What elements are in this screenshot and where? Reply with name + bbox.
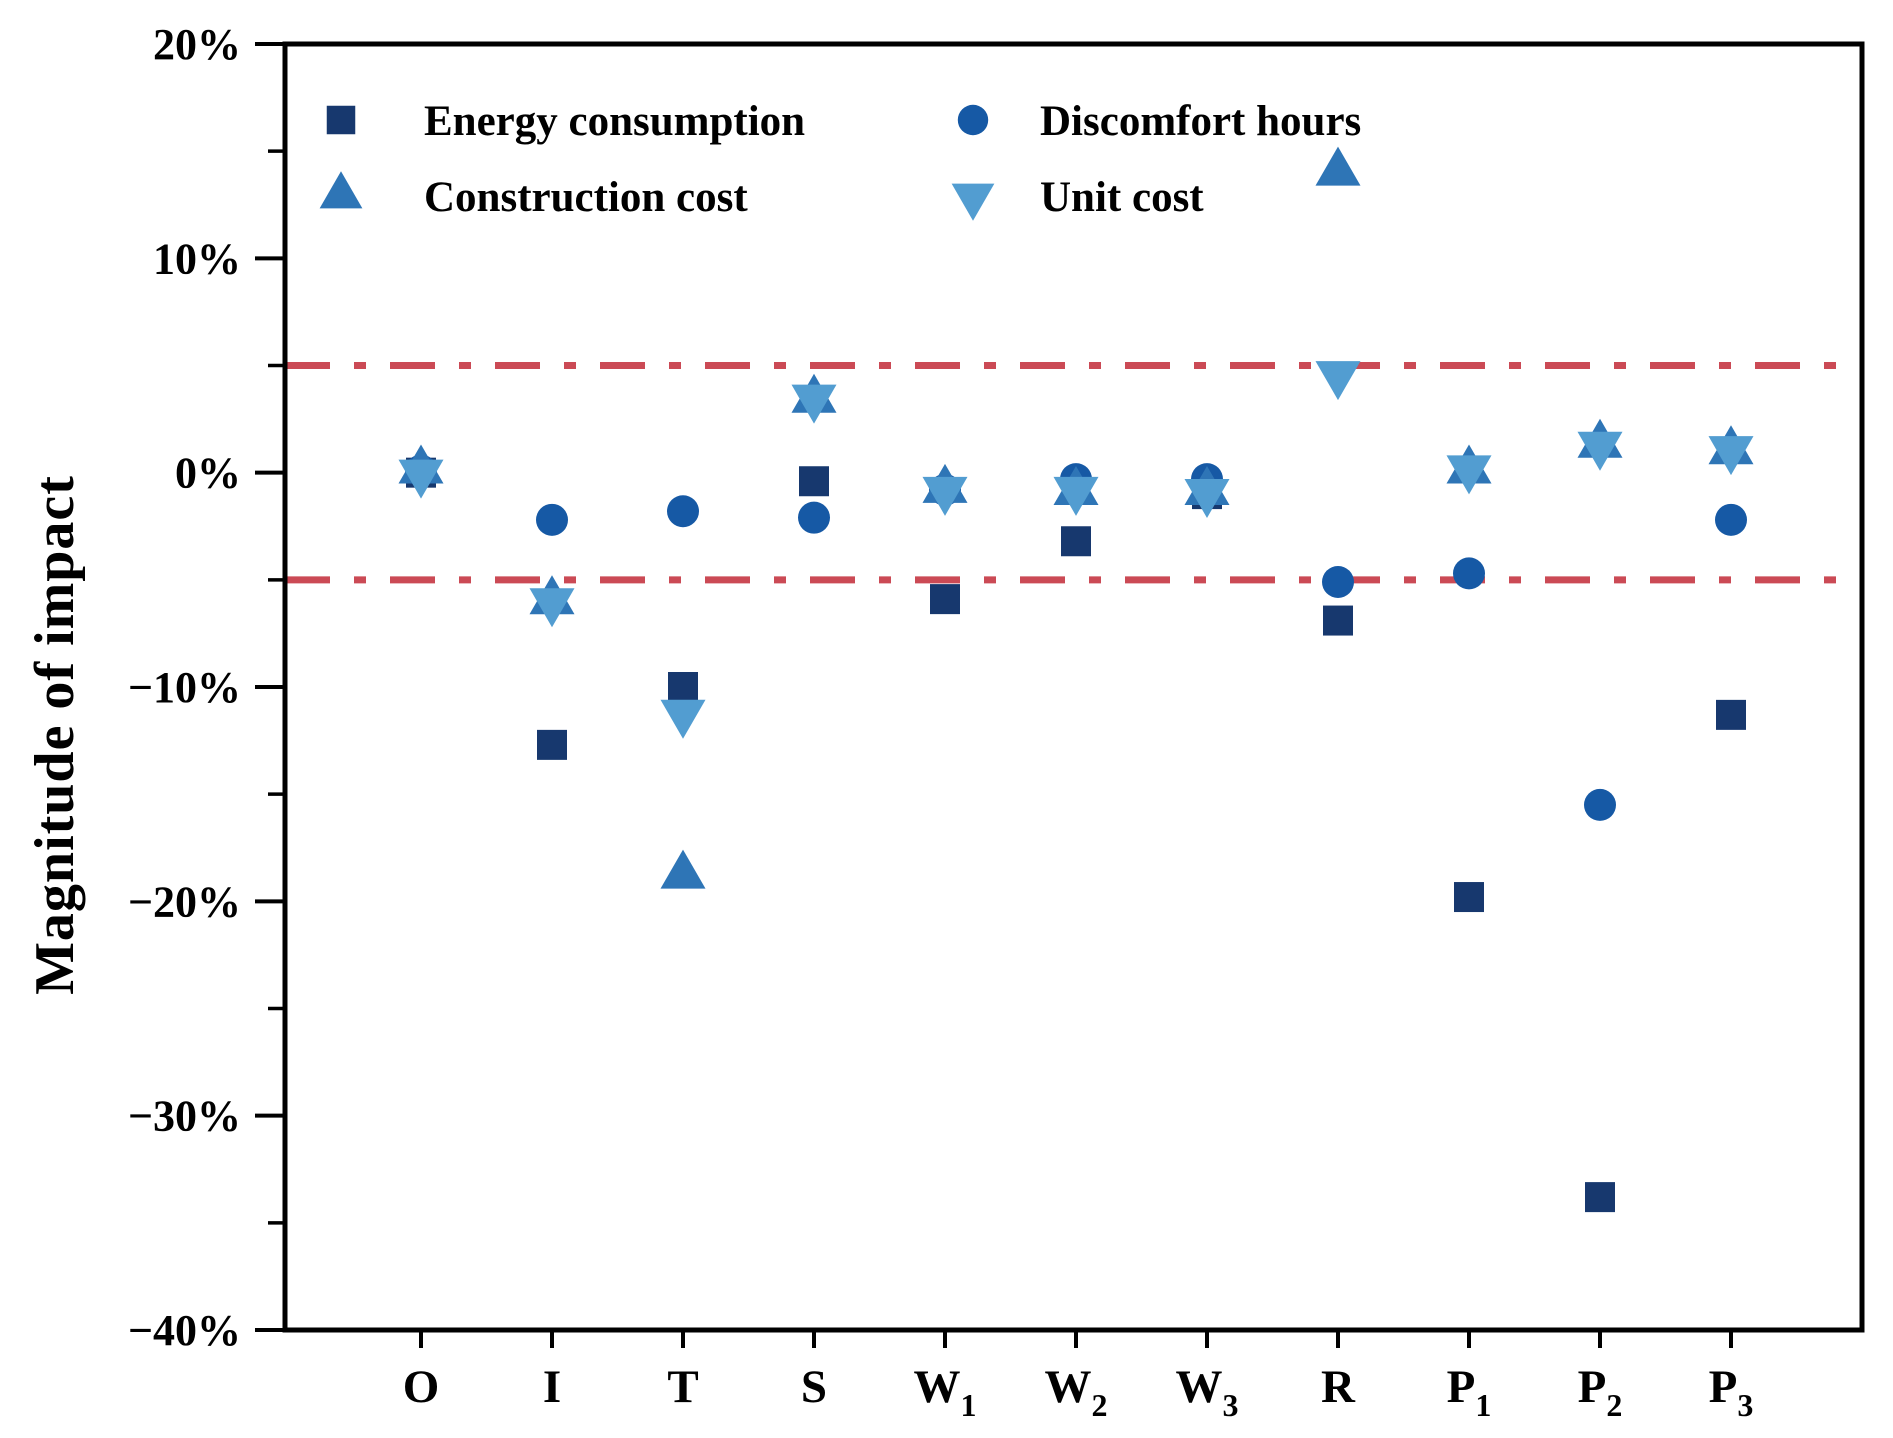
legend-label: Energy consumption — [424, 98, 805, 145]
legend-marker-square — [326, 105, 356, 135]
marker-square-W1 — [930, 584, 960, 615]
marker-square-T — [668, 672, 698, 702]
legend-label: Discomfort hours — [1040, 98, 1361, 145]
marker-circle-P1 — [1453, 557, 1485, 590]
x-category-label: P2 — [1578, 1361, 1623, 1423]
marker-triangle-down-T — [660, 699, 706, 739]
marker-triangle-up-R — [1315, 146, 1361, 186]
marker-triangle-down-P1 — [1446, 455, 1492, 495]
marker-triangle-down-P2 — [1577, 431, 1623, 471]
marker-triangle-down-P3 — [1708, 436, 1754, 476]
marker-triangle-down-W3 — [1184, 478, 1230, 518]
marker-square-P2 — [1585, 1182, 1615, 1213]
marker-triangle-down-S — [791, 384, 837, 424]
y-tick-label: 20% — [153, 20, 241, 69]
marker-circle-R — [1322, 565, 1354, 598]
marker-square-P3 — [1716, 699, 1746, 730]
x-category-label: P1 — [1447, 1361, 1492, 1423]
marker-circle-P3 — [1715, 503, 1747, 536]
x-category-label: I — [543, 1361, 561, 1413]
y-tick-label: −30% — [128, 1092, 241, 1141]
marker-circle-I — [536, 503, 568, 536]
marker-square-S — [799, 466, 829, 497]
y-tick-label: 0% — [175, 449, 241, 498]
marker-triangle-down-O — [398, 459, 444, 499]
y-axis-title: Magnitude of impact — [24, 475, 86, 995]
legend-label: Construction cost — [424, 174, 748, 221]
marker-circle-T — [667, 495, 699, 528]
y-tick-label: −20% — [128, 877, 241, 926]
x-category-label: W2 — [1045, 1361, 1108, 1423]
x-category-label: S — [801, 1361, 827, 1413]
y-tick-label: 10% — [153, 234, 241, 283]
marker-triangle-down-I — [529, 588, 575, 628]
x-category-label: R — [1321, 1361, 1356, 1413]
marker-square-R — [1323, 605, 1353, 636]
y-tick-label: −40% — [128, 1306, 241, 1355]
marker-triangle-down-W2 — [1053, 476, 1099, 516]
marker-triangle-down-W1 — [922, 476, 968, 516]
y-tick-label: −10% — [128, 663, 241, 712]
x-category-label: W1 — [914, 1361, 977, 1423]
x-category-label: T — [667, 1361, 698, 1413]
marker-triangle-up-T — [660, 849, 706, 889]
marker-square-P1 — [1454, 882, 1484, 913]
marker-circle-S — [798, 501, 830, 534]
plot-border — [282, 41, 1865, 1333]
legend-marker-triangle-up — [319, 171, 363, 209]
x-category-label: P3 — [1709, 1361, 1754, 1423]
legend-marker-circle — [957, 104, 989, 136]
marker-square-W2 — [1061, 526, 1091, 557]
x-category-label: W3 — [1176, 1361, 1239, 1423]
marker-circle-P2 — [1584, 788, 1616, 821]
marker-square-I — [537, 729, 567, 760]
x-category-label: O — [403, 1361, 440, 1413]
marker-triangle-down-R — [1315, 361, 1361, 401]
legend-marker-triangle-down — [951, 183, 995, 221]
legend-label: Unit cost — [1040, 174, 1204, 221]
